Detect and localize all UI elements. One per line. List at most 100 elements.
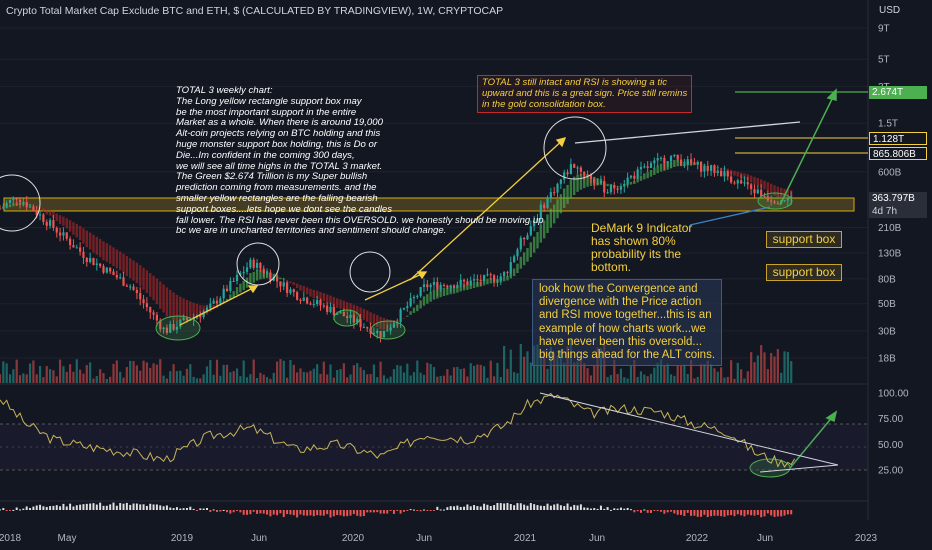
demark-note[interactable]: DeMark 9 Indicator has shown 80% probabi… (591, 221, 693, 274)
macd-bar (249, 510, 252, 515)
macd-bar (39, 504, 42, 510)
volume-bar (409, 375, 412, 383)
candle-body (446, 285, 449, 288)
candle-body (25, 201, 28, 208)
long-support-box[interactable] (3, 197, 855, 212)
volume-bar (389, 376, 392, 383)
candle-body (496, 280, 499, 282)
volume-bar (613, 359, 616, 383)
candle-body (633, 175, 636, 179)
candle-body (92, 257, 95, 265)
volume-bar (422, 374, 426, 383)
volume-bar (459, 368, 462, 383)
macd-bar (713, 510, 716, 516)
candle-body (2, 206, 5, 209)
macd-bar (433, 510, 435, 511)
volume-bar (649, 373, 653, 383)
main-annotation[interactable]: TOTAL 3 weekly chart: The Long yellow re… (176, 85, 544, 237)
volume-bar (5, 363, 8, 383)
current-price-tag: 363.797B (869, 192, 927, 205)
macd-bar (503, 503, 506, 510)
candle-body (699, 161, 703, 172)
candle-body (312, 304, 315, 306)
candle-body (182, 317, 185, 321)
candle-body (379, 330, 382, 338)
candle-body (639, 166, 643, 170)
volume-bar (235, 368, 239, 383)
macd-bar (289, 510, 292, 515)
rsi-note-box[interactable]: TOTAL 3 still intact and RSI is showing … (477, 75, 693, 114)
volume-bar (346, 377, 349, 383)
volume-bar (713, 368, 716, 383)
volume-bar (576, 361, 579, 383)
candle-body (346, 316, 349, 318)
candle-body (282, 282, 285, 287)
volume-bar (172, 364, 175, 383)
convergence-note-text: look how the Convergence and divergence … (539, 283, 716, 362)
macd-bar (209, 510, 212, 512)
candle-body (696, 161, 699, 165)
volume-bar (760, 345, 763, 383)
time-axis: 2018 May 2019 Jun 2020 Jun 2021 Jun 2022 Jun 2023 (0, 533, 878, 544)
candle-body (523, 237, 526, 240)
volume-bar (296, 372, 299, 383)
macd-bar (89, 503, 92, 510)
macd-bar (473, 505, 476, 510)
macd-bar (479, 506, 482, 510)
candle-body (653, 160, 656, 164)
candle-body (683, 164, 686, 166)
candle-body (316, 300, 319, 305)
macd-bar (22, 508, 25, 510)
macd-bar (526, 505, 529, 510)
volume-bar (132, 361, 135, 383)
macd-bar (536, 505, 539, 510)
candle-body (746, 182, 749, 185)
candle-body (255, 262, 259, 268)
volume-bar (673, 375, 676, 383)
candle-body (115, 275, 118, 278)
macd-bar (496, 502, 499, 510)
candle-body (419, 286, 422, 296)
macd-bar (175, 507, 178, 510)
volume-bar (456, 366, 459, 383)
candle-body (362, 327, 365, 329)
macd-bar (319, 510, 322, 516)
macd-bar (105, 505, 108, 510)
candle-body (42, 214, 45, 222)
volume-bar (539, 356, 542, 383)
support-box-1[interactable]: support box (766, 231, 842, 248)
candle-body (686, 159, 689, 165)
macd-bar (766, 510, 769, 514)
candle-body (58, 232, 62, 236)
macd-bar (740, 510, 743, 516)
volume-bar (269, 378, 272, 383)
macd-bar (199, 508, 202, 510)
volume-bar (723, 377, 726, 383)
macd-bar (643, 509, 646, 511)
macd-bar (753, 510, 756, 516)
macd-bar (45, 506, 48, 510)
support-box-2[interactable]: support box (766, 264, 842, 281)
macd-bar (59, 506, 62, 510)
candle-body (503, 272, 506, 277)
macd-bar (690, 510, 693, 516)
countdown-tag: 4d 7h (869, 205, 927, 218)
macd-bar (376, 510, 379, 513)
candle-body (626, 177, 629, 184)
candle-body (32, 206, 35, 212)
macd-bar (232, 510, 235, 513)
candle-body (132, 286, 135, 290)
macd-bar (680, 510, 683, 515)
volume-bar (35, 374, 38, 383)
macd-bar (342, 510, 345, 517)
macd-bar (75, 505, 78, 510)
macd-bar (239, 510, 242, 513)
macd-bar (62, 503, 65, 510)
macd-bar (599, 505, 602, 510)
volume-bar (529, 362, 532, 383)
convergence-note-box[interactable]: look how the Convergence and divergence … (532, 279, 723, 367)
macd-bar (109, 504, 112, 510)
candle-body (439, 284, 442, 290)
volume-bar (356, 363, 359, 383)
